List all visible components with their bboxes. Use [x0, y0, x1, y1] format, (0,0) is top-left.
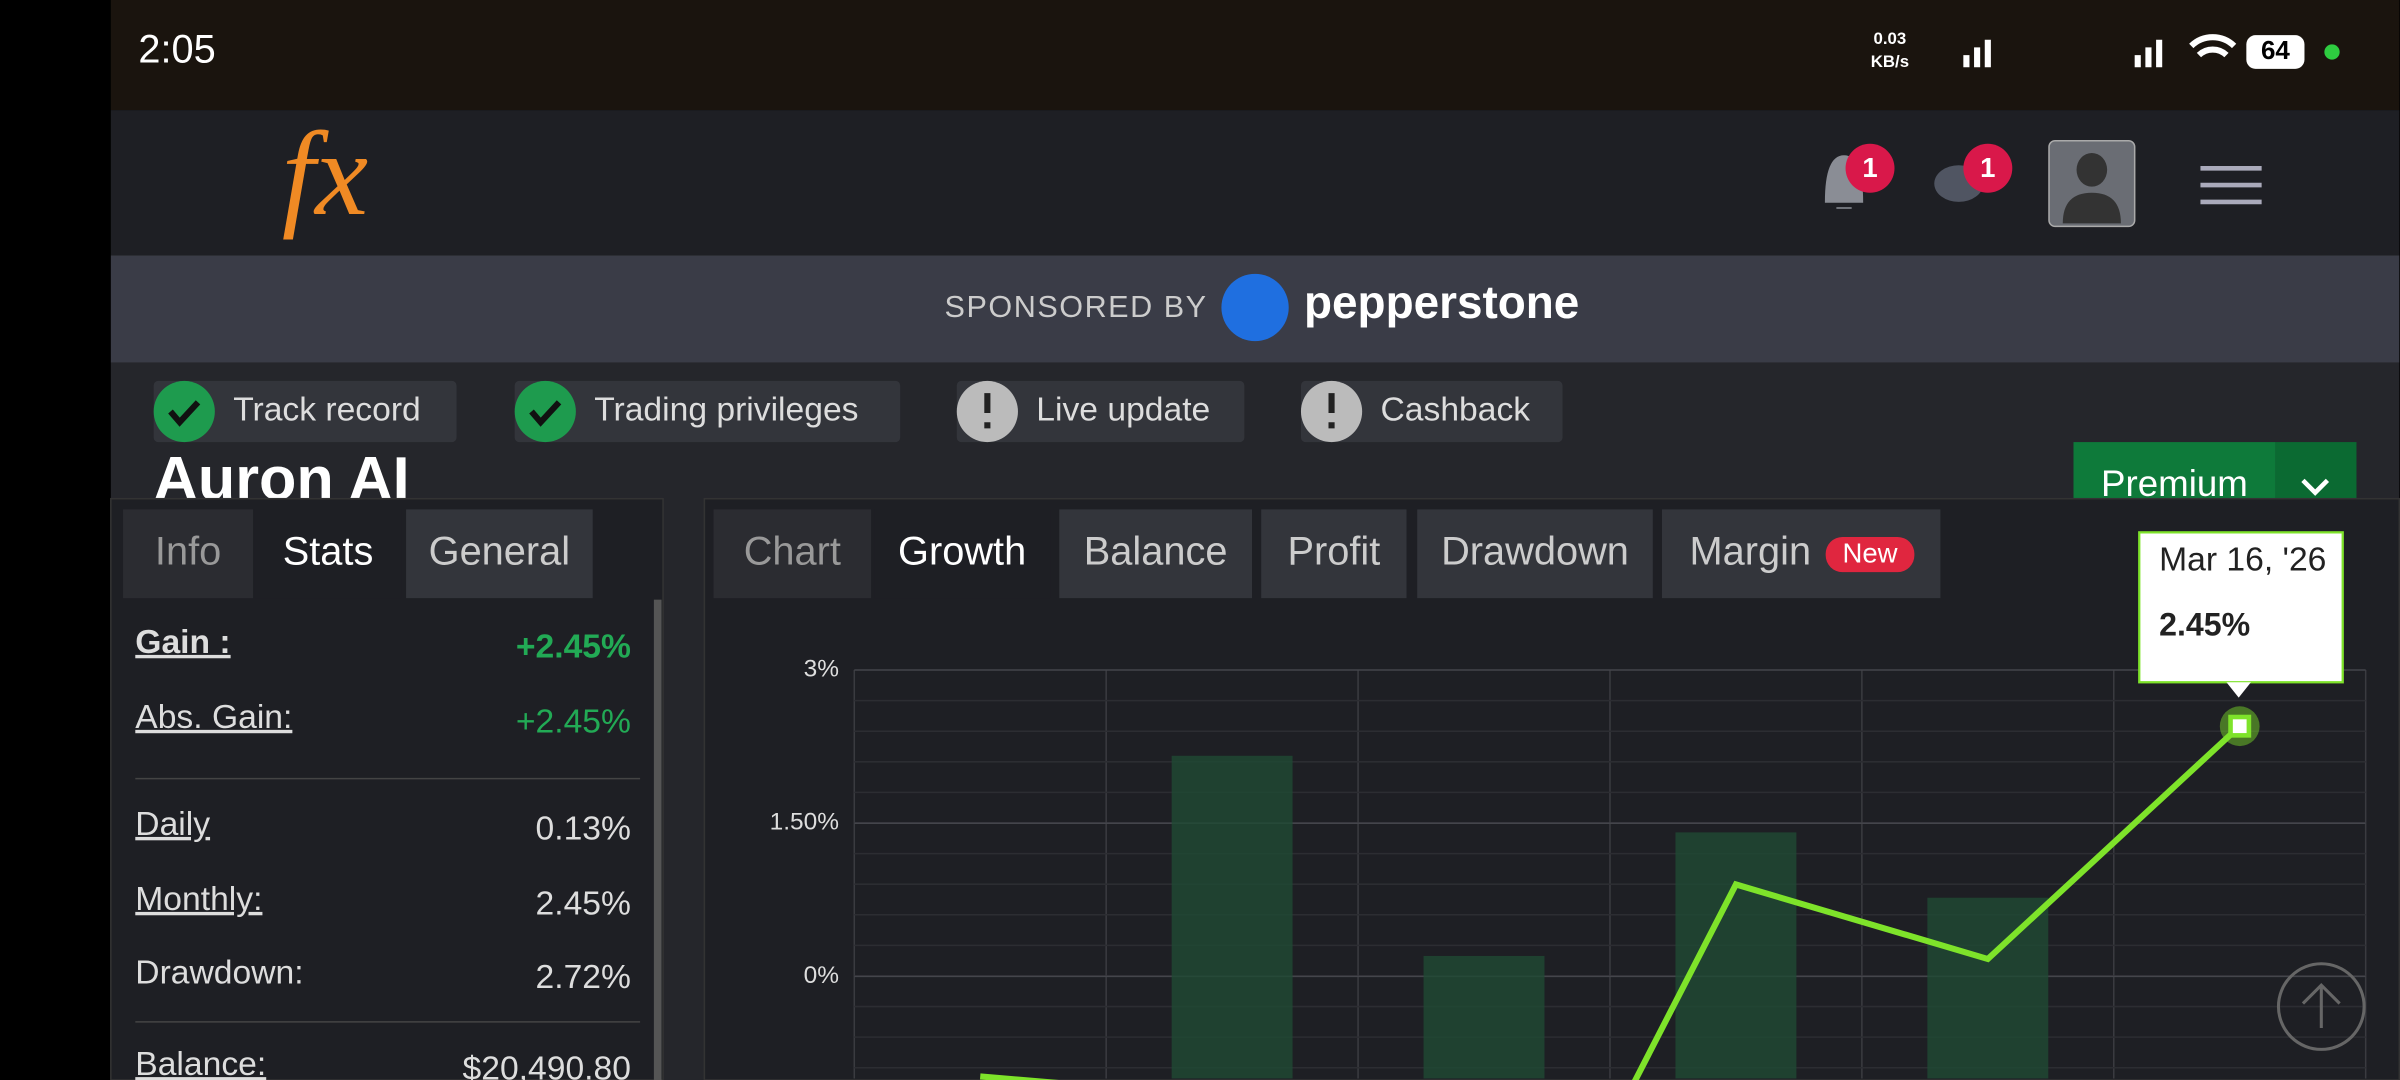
- stat-value: 2.72%: [536, 959, 631, 996]
- check: [168, 400, 201, 427]
- badge[interactable]: [514, 380, 901, 443]
- tab-label[interactable]: Info: [155, 529, 221, 573]
- tab[interactable]: [1059, 509, 1253, 599]
- sponsor-label: SPONSORED BY: [945, 290, 1208, 324]
- tab[interactable]: [123, 509, 254, 599]
- arrow-up: [2301, 982, 2341, 1028]
- check-icon: [514, 380, 576, 443]
- y-tick-label: 0%: [804, 962, 839, 989]
- new-label: New: [1843, 538, 1898, 569]
- check: [529, 400, 562, 427]
- stat-label: Balance:: [135, 1046, 266, 1080]
- net-unit: KB/s: [1871, 52, 1909, 71]
- chevron: [2301, 478, 2330, 496]
- badge[interactable]: [153, 380, 457, 443]
- wifi: [2189, 34, 2237, 58]
- tab[interactable]: [406, 509, 593, 599]
- tab-label[interactable]: Stats: [283, 529, 374, 573]
- stat-label: Monthly:: [135, 881, 262, 918]
- tab-label[interactable]: Profit: [1287, 529, 1380, 573]
- check-icon: [153, 380, 215, 443]
- tab-label[interactable]: Drawdown: [1441, 529, 1629, 573]
- stat-label: Abs. Gain:: [135, 699, 292, 736]
- tab[interactable]: [1261, 509, 1407, 599]
- badge[interactable]: [1300, 380, 1563, 443]
- stat-label: Gain :: [135, 624, 230, 661]
- stat-value: $20,490.80: [463, 1051, 631, 1080]
- scrollbar: [653, 599, 662, 1080]
- stat-value: 2.45%: [536, 885, 631, 922]
- dot: [2324, 44, 2340, 60]
- badge-label: Live update: [1036, 391, 1210, 428]
- brand-logo: [1221, 273, 1289, 342]
- tooltip-value: 2.45%: [2159, 607, 2250, 643]
- tab-label[interactable]: Balance: [1084, 529, 1228, 573]
- badge-label: Trading privileges: [594, 391, 858, 428]
- tab[interactable]: [874, 509, 1051, 599]
- avatar-figure: [2062, 152, 2121, 224]
- badge-count: 1: [1862, 152, 1877, 183]
- battery-level: 64: [2261, 35, 2290, 65]
- tab-label[interactable]: General: [429, 529, 570, 573]
- tab[interactable]: [713, 509, 872, 599]
- stat-value: 0.13%: [536, 811, 631, 848]
- new-pill: [1825, 536, 1915, 573]
- time: 2:05: [138, 28, 215, 72]
- y-tick-label: 1.50%: [770, 809, 839, 836]
- growth-line: [979, 723, 2242, 1080]
- net-speed: 0.03: [1874, 29, 1907, 48]
- bar: [1171, 755, 1293, 1079]
- tab-label[interactable]: Margin: [1690, 529, 1812, 573]
- menu[interactable]: [2200, 165, 2262, 205]
- tab[interactable]: [254, 509, 402, 599]
- stat-label: Daily: [135, 806, 210, 843]
- badge[interactable]: [956, 380, 1245, 443]
- battery: [2246, 35, 2305, 69]
- bar: [1423, 955, 1545, 1079]
- scroll-top[interactable]: [2276, 962, 2366, 1051]
- badge-label: Track record: [233, 391, 421, 428]
- badge: [1845, 143, 1895, 193]
- tab[interactable]: [1417, 509, 1653, 599]
- status-bar: [110, 0, 2400, 111]
- point: [2228, 714, 2252, 738]
- stat-value: +2.45%: [516, 703, 631, 740]
- logo[interactable]: fx: [282, 108, 368, 240]
- y-tick-label: 3%: [804, 655, 839, 682]
- header: [110, 110, 2400, 256]
- tooltip-arrow: [2226, 682, 2251, 698]
- bar: [1927, 897, 2049, 1079]
- tooltip-date: Mar 16, '26: [2159, 541, 2326, 578]
- premium-label[interactable]: Premium: [2101, 463, 2248, 504]
- badge-label: Cashback: [1381, 391, 1531, 428]
- badge: [1963, 143, 2013, 193]
- stat-value: +2.45%: [516, 629, 631, 666]
- plot: [979, 723, 2242, 1080]
- tab-label[interactable]: Growth: [898, 529, 1026, 573]
- brand[interactable]: pepperstone: [1304, 276, 1579, 328]
- stat-label: Drawdown:: [135, 954, 303, 991]
- badge-count: 1: [1980, 152, 1995, 183]
- tab-label[interactable]: Chart: [744, 529, 841, 573]
- bar: [1675, 832, 1797, 1079]
